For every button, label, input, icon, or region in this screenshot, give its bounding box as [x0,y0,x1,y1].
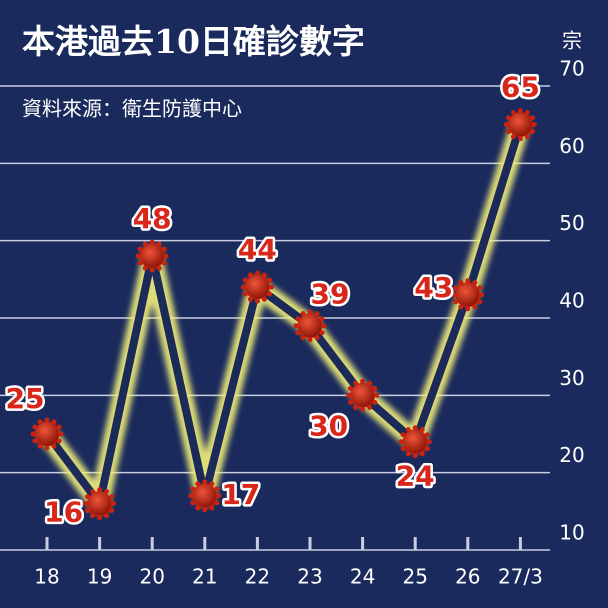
x-tick-label: 20 [139,565,164,589]
marker-spike [293,323,299,329]
marker-spike [479,292,485,298]
marker-spike [97,487,103,493]
marker-spike [465,278,471,284]
x-tick-label: 18 [34,565,59,589]
marker [398,425,432,459]
marker-spike [44,445,50,451]
marker-spike [374,392,380,398]
y-tick-label: 50 [559,211,584,235]
marker-spike [163,253,169,259]
data-label: 48 [133,202,172,235]
data-label: 16 [44,496,83,529]
x-tick-label: 22 [245,565,270,589]
x-tick-label: 21 [192,565,217,589]
marker-spike [254,270,260,276]
marker [451,278,485,312]
x-tick-label: 24 [350,565,375,589]
marker-spike [426,439,432,445]
marker [240,270,274,304]
y-tick-label: 20 [559,443,584,467]
marker [188,479,222,513]
marker-spike [398,439,404,445]
marker-spike [149,239,155,245]
marker-spike [412,453,418,459]
marker [135,239,169,273]
plot: 25 16 48 17 44 39 30 24 43 65 [3,68,542,531]
marker-body [87,491,113,517]
marker-spike [360,378,366,384]
marker-body [507,112,533,138]
chart-title: 本港過去10日確診數字 [22,22,365,61]
data-label: 44 [238,233,277,266]
marker-body [139,243,165,269]
marker-body [297,313,323,339]
x-tick-label: 19 [87,565,112,589]
marker-spike [149,267,155,273]
marker-spike [44,417,50,423]
data-label: 17 [221,478,260,511]
line [43,123,525,514]
marker-spike [216,493,222,499]
y-tick-label: 10 [559,521,584,545]
marker-spike [58,431,64,437]
marker-spike [240,284,246,290]
marker-spike [503,122,509,128]
y-tick-label: 30 [559,366,584,390]
marker-body [350,382,376,408]
marker-spike [97,515,103,521]
x-tick-label: 27/3 [498,565,543,589]
marker [346,378,380,412]
marker [83,487,117,521]
marker [503,108,537,142]
y-tick-label: 40 [559,289,584,313]
marker-spike [517,108,523,114]
marker-spike [531,122,537,128]
data-label: 39 [311,278,350,311]
marker-spike [188,493,194,499]
y-unit: 宗 [562,29,582,53]
marker-spike [111,501,117,507]
data-label: 30 [309,409,348,442]
data-label: 43 [414,271,453,304]
marker-spike [83,501,89,507]
marker-spike [30,431,36,437]
marker-body [34,421,60,447]
marker-body [455,282,481,308]
data-label: 24 [396,460,435,493]
marker-body [244,274,270,300]
x-tick-label: 26 [455,565,480,589]
marker-body [192,483,218,509]
y-tick-label: 70 [559,57,584,81]
grid: 10 20 30 40 50 60 70 18 19 20 21 22 23 24 25 26 27/3 [0,57,585,589]
marker-spike [517,136,523,142]
marker-spike [202,479,208,485]
marker-spike [268,284,274,290]
chart-subtitle: 資料來源：衛生防護中心 [22,97,242,121]
marker-spike [307,337,313,343]
marker-body [402,429,428,455]
marker-spike [412,425,418,431]
marker-spike [465,306,471,312]
marker-spike [254,298,260,304]
marker-spike [321,323,327,329]
marker-spike [202,507,208,513]
y-tick-label: 60 [559,134,584,158]
marker-spike [451,292,457,298]
marker-spike [346,392,352,398]
data-label: 65 [501,71,540,104]
data-label: 25 [6,382,45,415]
x-tick-label: 25 [402,565,427,589]
marker-spike [360,406,366,412]
marker-spike [135,253,141,259]
x-tick-label: 23 [297,565,322,589]
marker [30,417,64,451]
marker-spike [307,309,313,315]
marker [293,309,327,343]
